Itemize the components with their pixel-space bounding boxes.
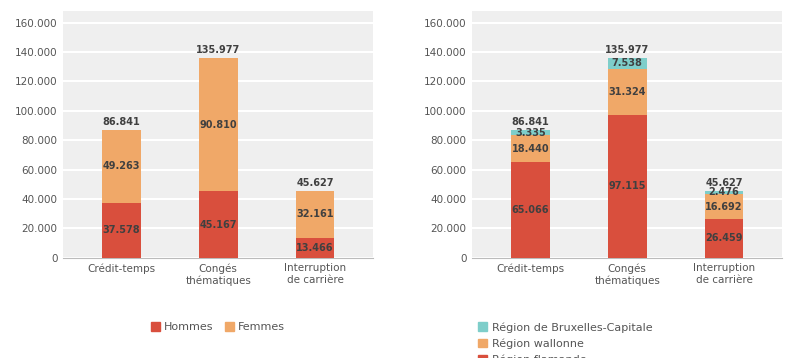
Bar bbox=[511, 162, 550, 258]
Legend: Région de Bruxelles-Capitale, Région wallonne, Région flamande: Région de Bruxelles-Capitale, Région wal… bbox=[474, 318, 656, 358]
Text: 2.476: 2.476 bbox=[709, 188, 739, 198]
Bar bbox=[102, 203, 141, 258]
Text: 45.627: 45.627 bbox=[296, 178, 333, 188]
Text: 18.440: 18.440 bbox=[511, 144, 549, 154]
Text: 135.977: 135.977 bbox=[605, 45, 649, 55]
Bar bbox=[199, 58, 238, 191]
Bar bbox=[102, 130, 141, 203]
Legend: Hommes, Femmes: Hommes, Femmes bbox=[147, 318, 290, 337]
Bar bbox=[511, 130, 550, 135]
Text: 31.324: 31.324 bbox=[608, 87, 646, 97]
Bar bbox=[511, 135, 550, 162]
Text: 86.841: 86.841 bbox=[103, 117, 140, 127]
Bar bbox=[705, 191, 743, 194]
Text: 26.459: 26.459 bbox=[705, 233, 743, 243]
Text: 7.538: 7.538 bbox=[611, 58, 642, 68]
Text: 16.692: 16.692 bbox=[705, 202, 743, 212]
Text: 45.627: 45.627 bbox=[705, 178, 743, 188]
Text: 37.578: 37.578 bbox=[103, 225, 140, 235]
Text: 90.810: 90.810 bbox=[199, 120, 237, 130]
Bar bbox=[608, 115, 646, 258]
Text: 49.263: 49.263 bbox=[103, 161, 140, 171]
Text: 97.115: 97.115 bbox=[608, 182, 646, 192]
Text: 32.161: 32.161 bbox=[296, 209, 333, 219]
Text: 135.977: 135.977 bbox=[196, 45, 240, 55]
Bar bbox=[608, 58, 646, 69]
Bar bbox=[295, 191, 334, 238]
Bar bbox=[608, 69, 646, 115]
Text: 86.841: 86.841 bbox=[511, 117, 549, 127]
Bar bbox=[705, 219, 743, 258]
Text: 3.335: 3.335 bbox=[515, 127, 546, 137]
Text: 65.066: 65.066 bbox=[512, 205, 549, 215]
Bar bbox=[705, 194, 743, 219]
Text: 45.167: 45.167 bbox=[199, 219, 237, 229]
Text: 13.466: 13.466 bbox=[296, 243, 333, 253]
Bar bbox=[199, 191, 238, 258]
Bar bbox=[295, 238, 334, 258]
